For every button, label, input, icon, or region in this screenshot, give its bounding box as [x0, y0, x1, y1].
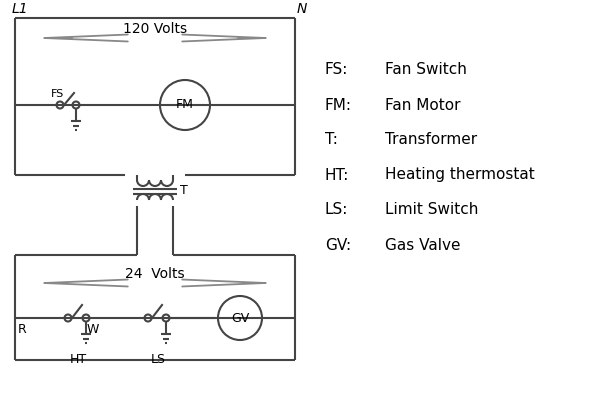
Text: LS: LS — [150, 353, 166, 366]
Text: FS: FS — [51, 89, 65, 99]
Text: W: W — [87, 323, 99, 336]
Text: Fan Motor: Fan Motor — [385, 98, 461, 112]
Text: LS:: LS: — [325, 202, 348, 218]
Text: FS:: FS: — [325, 62, 348, 78]
Text: T:: T: — [325, 132, 338, 148]
Text: T: T — [180, 184, 188, 198]
Text: Heating thermostat: Heating thermostat — [385, 168, 535, 182]
Text: Limit Switch: Limit Switch — [385, 202, 478, 218]
Text: GV:: GV: — [325, 238, 351, 252]
Text: 24  Volts: 24 Volts — [125, 267, 185, 281]
Text: Transformer: Transformer — [385, 132, 477, 148]
Text: FM:: FM: — [325, 98, 352, 112]
Text: L1: L1 — [12, 2, 29, 16]
Text: Fan Switch: Fan Switch — [385, 62, 467, 78]
Text: R: R — [18, 323, 27, 336]
Text: HT: HT — [70, 353, 87, 366]
Text: N: N — [297, 2, 307, 16]
Text: FM: FM — [176, 98, 194, 112]
Text: Gas Valve: Gas Valve — [385, 238, 461, 252]
Text: GV: GV — [231, 312, 249, 324]
Text: 120 Volts: 120 Volts — [123, 22, 187, 36]
Text: HT:: HT: — [325, 168, 349, 182]
